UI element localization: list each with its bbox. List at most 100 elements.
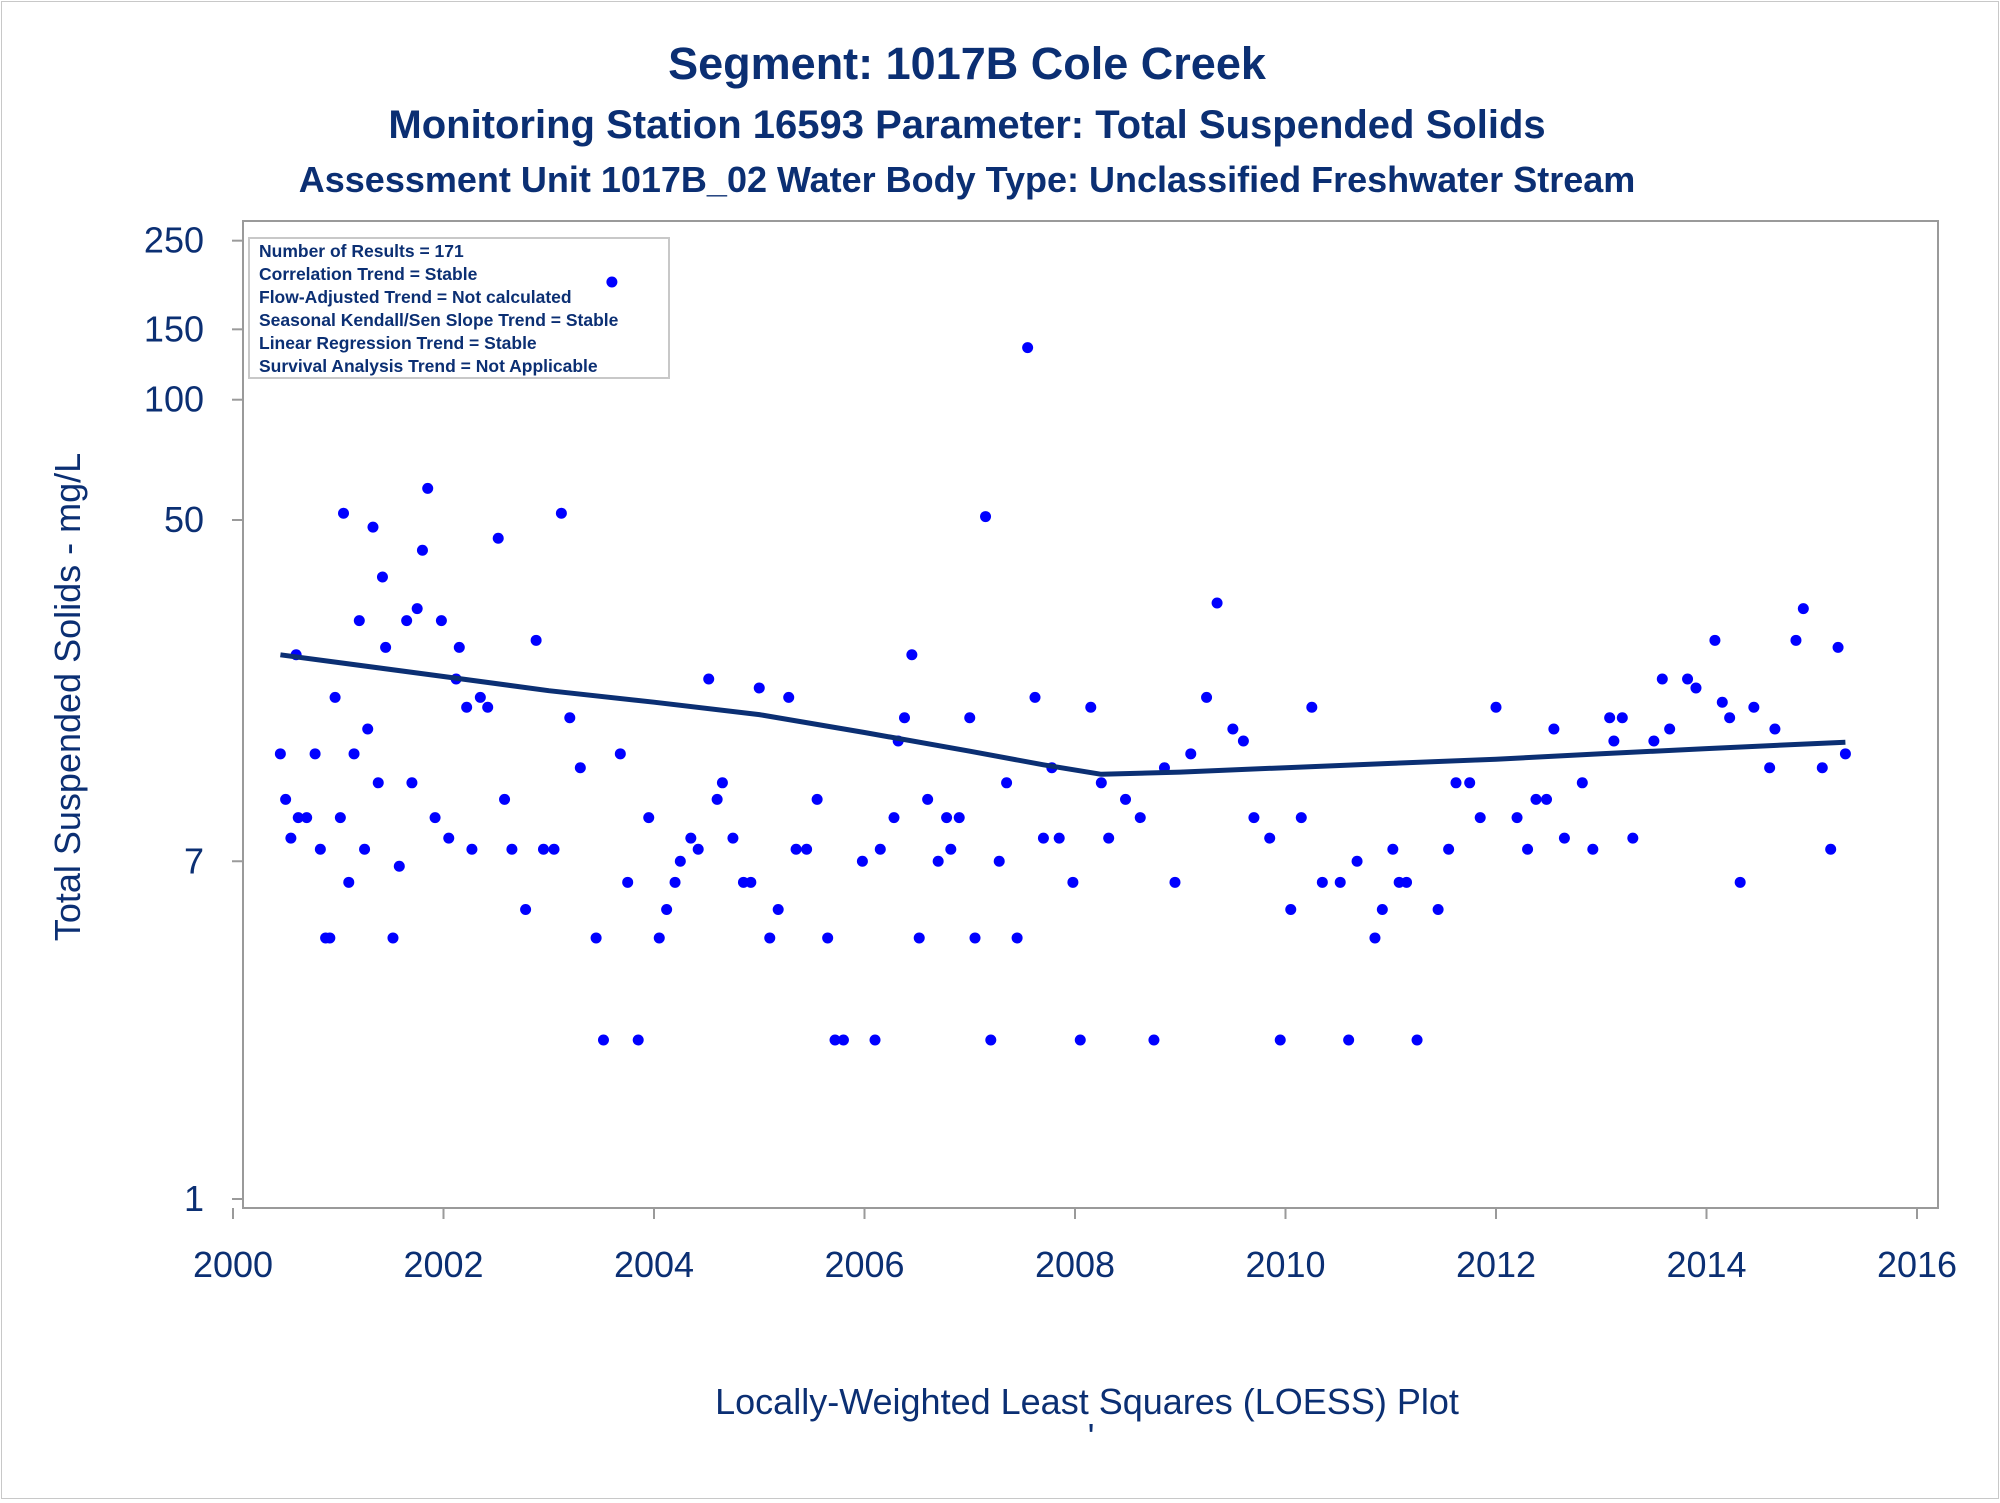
data-point — [1029, 691, 1041, 703]
data-point — [856, 855, 868, 867]
data-point — [674, 855, 686, 867]
data-point — [790, 843, 802, 855]
y-tick-label: 50 — [164, 499, 204, 540]
data-point — [530, 634, 542, 646]
x-tick-label: 2010 — [1245, 1244, 1325, 1285]
data-point — [362, 723, 374, 735]
data-point — [416, 544, 428, 556]
data-point — [1074, 1034, 1086, 1046]
data-point — [898, 712, 910, 724]
footnote: ' — [1088, 1416, 1095, 1457]
data-point — [334, 812, 346, 824]
data-point — [564, 712, 576, 724]
data-point — [1148, 1034, 1160, 1046]
data-point — [1797, 603, 1809, 615]
data-point — [692, 843, 704, 855]
data-point — [1011, 932, 1023, 944]
data-point — [429, 812, 441, 824]
data-point — [874, 843, 886, 855]
data-point — [711, 793, 723, 805]
x-tick-label: 2000 — [193, 1244, 273, 1285]
data-point — [906, 649, 918, 661]
data-point — [1816, 762, 1828, 774]
data-point — [1285, 904, 1297, 916]
y-tick-label: 7 — [184, 840, 204, 881]
data-point — [1134, 812, 1146, 824]
data-point — [1120, 793, 1132, 805]
stats-line-seasonal-kendall: Seasonal Kendall/Sen Slope Trend = Stabl… — [259, 310, 619, 330]
data-point — [1839, 748, 1851, 760]
data-point — [1274, 1034, 1286, 1046]
x-tick-label: 2016 — [1877, 1244, 1957, 1285]
chart-title: Segment: 1017B Cole Creek — [668, 38, 1267, 89]
data-point — [1490, 701, 1502, 713]
stats-box: Number of Results = 171 Correlation Tren… — [248, 237, 670, 379]
chart-subtitle-2: Assessment Unit 1017B_02 Water Body Type… — [299, 159, 1636, 200]
data-point — [801, 843, 813, 855]
data-point — [537, 843, 549, 855]
data-point — [367, 521, 379, 533]
data-point — [348, 748, 360, 760]
data-point — [1022, 342, 1034, 354]
data-point — [993, 855, 1005, 867]
data-point — [1201, 691, 1213, 703]
data-point — [1474, 812, 1486, 824]
data-point — [1790, 634, 1802, 646]
data-point — [1401, 876, 1413, 888]
data-point — [435, 615, 447, 627]
data-point — [301, 812, 313, 824]
data-point — [1608, 735, 1620, 747]
data-point — [1103, 832, 1115, 844]
data-point — [1085, 701, 1097, 713]
data-point — [1295, 812, 1307, 824]
data-point — [622, 876, 634, 888]
data-point — [597, 1034, 609, 1046]
data-point — [443, 832, 455, 844]
data-point — [422, 482, 434, 494]
data-point — [372, 777, 384, 789]
data-point — [753, 682, 765, 694]
data-point — [1825, 843, 1837, 855]
data-point — [1037, 832, 1049, 844]
stats-line-results: Number of Results = 171 — [259, 241, 464, 261]
stats-box-frame — [248, 237, 670, 379]
data-point — [811, 793, 823, 805]
data-point — [964, 712, 976, 724]
data-point — [829, 1034, 841, 1046]
data-point — [653, 932, 665, 944]
data-point — [274, 748, 286, 760]
data-point — [1053, 832, 1065, 844]
stats-line-survival: Survival Analysis Trend = Not Applicable — [259, 356, 598, 376]
data-point — [685, 832, 697, 844]
stats-line-correlation: Correlation Trend = Stable — [259, 264, 478, 284]
data-points — [274, 276, 1851, 1046]
data-point — [548, 843, 560, 855]
y-tick-label: 150 — [144, 308, 204, 349]
data-point — [1511, 812, 1523, 824]
data-point — [474, 691, 486, 703]
data-point — [783, 691, 795, 703]
data-point — [338, 507, 350, 519]
data-point — [606, 276, 618, 288]
data-point — [1690, 682, 1702, 694]
data-point — [343, 876, 355, 888]
data-point — [401, 615, 413, 627]
data-point — [1541, 793, 1553, 805]
data-point — [727, 832, 739, 844]
data-point — [393, 860, 405, 872]
data-point — [1316, 876, 1328, 888]
x-tick-label: 2006 — [824, 1244, 904, 1285]
data-point — [661, 904, 673, 916]
data-point — [1522, 843, 1534, 855]
data-point — [482, 701, 494, 713]
data-point — [1604, 712, 1616, 724]
data-point — [1248, 812, 1260, 824]
data-point — [1237, 735, 1249, 747]
data-point — [499, 793, 511, 805]
data-point — [466, 843, 478, 855]
chart-subtitle: Monitoring Station 16593 Parameter: Tota… — [388, 103, 1545, 147]
y-axis-label: Total Suspended Solids - mg/L — [47, 453, 88, 941]
data-point — [669, 876, 681, 888]
data-point — [1709, 634, 1721, 646]
